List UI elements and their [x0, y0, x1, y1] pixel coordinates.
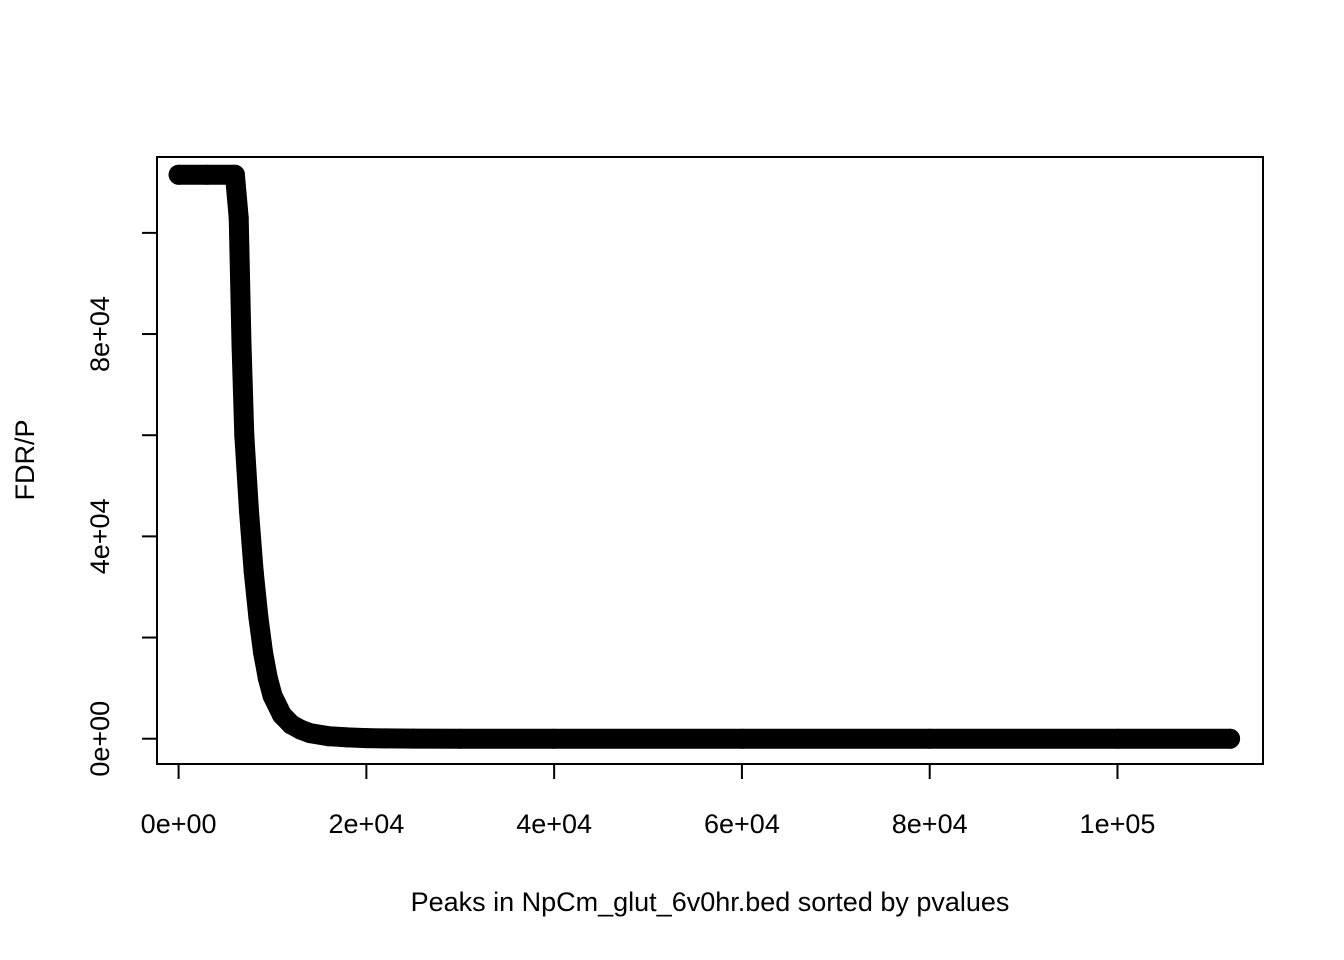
data-point [450, 728, 471, 749]
data-point [731, 728, 752, 749]
data-point [403, 728, 424, 749]
data-point [253, 642, 274, 663]
y-axis: 0e+00 4e+04 8e+04 [85, 231, 158, 777]
data-point [224, 164, 245, 185]
data-point [337, 727, 358, 748]
x-tick-label: 0e+00 [141, 809, 217, 839]
data-point [300, 723, 320, 744]
data-point [262, 685, 283, 706]
data-point [234, 425, 255, 446]
data-point [1220, 728, 1241, 749]
data-point [196, 164, 217, 185]
data-point [228, 207, 249, 228]
data-point [231, 334, 252, 355]
data-point [239, 501, 259, 522]
y-tick-label: 4e+04 [85, 498, 115, 574]
x-tick-label: 2e+04 [328, 809, 404, 839]
y-tick-label: 0e+00 [85, 701, 115, 777]
x-tick-label: 1e+05 [1080, 809, 1156, 839]
series-line [168, 164, 1241, 749]
x-axis: 0e+00 2e+04 4e+04 6e+04 8e+04 1e+05 [141, 763, 1156, 839]
data-point [1107, 728, 1128, 749]
data-series [168, 164, 1241, 749]
data-point [919, 728, 940, 749]
x-tick-label: 8e+04 [892, 809, 968, 839]
x-tick-label: 4e+04 [516, 809, 592, 839]
y-tick-label: 8e+04 [85, 296, 115, 372]
data-point [544, 728, 565, 749]
data-point [257, 668, 278, 688]
data-point [168, 164, 189, 185]
y-axis-title: FDR/P [10, 420, 40, 501]
data-point [318, 726, 339, 747]
data-point [356, 728, 377, 749]
x-tick-label: 6e+04 [704, 809, 780, 839]
data-point [248, 607, 269, 628]
data-point [375, 728, 396, 749]
x-axis-title: Peaks in NpCm_glut_6v0hr.bed sorted by p… [411, 887, 1010, 917]
data-point [243, 561, 264, 582]
plot-frame [156, 156, 1264, 765]
